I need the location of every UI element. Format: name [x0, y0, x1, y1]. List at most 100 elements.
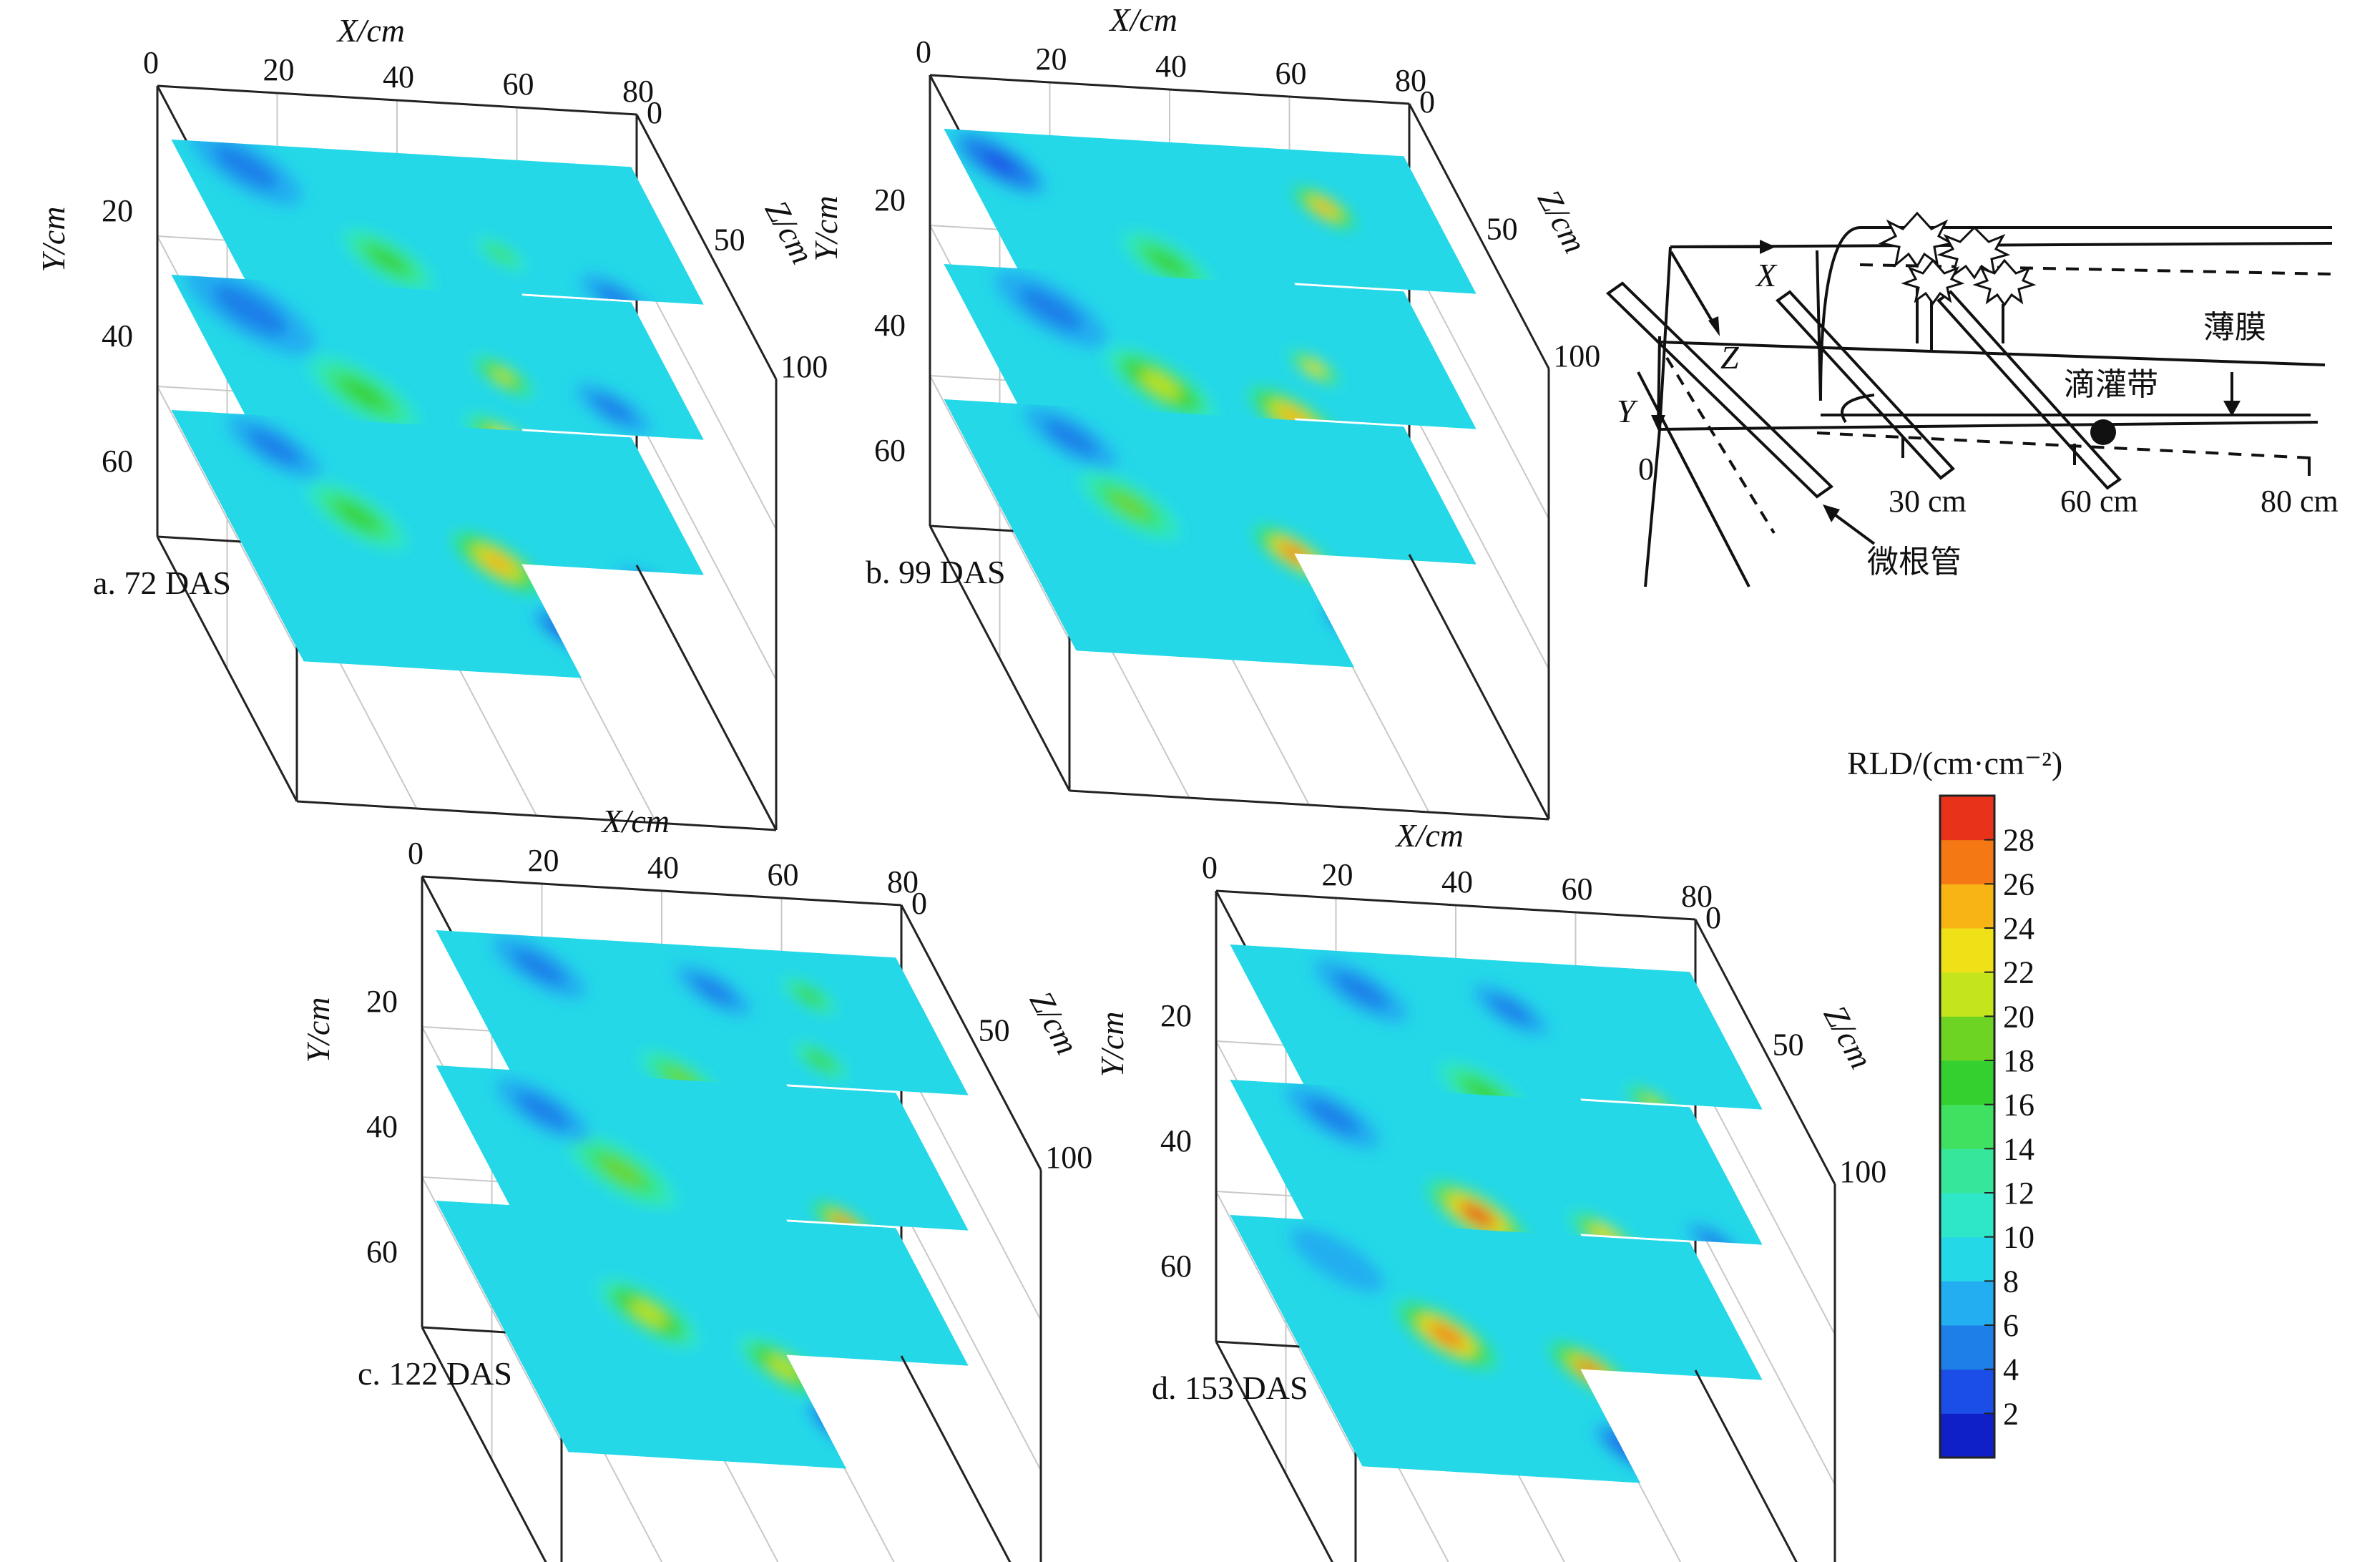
- rld-hotspot: [700, 981, 728, 1000]
- y-tick-label: 20: [102, 193, 133, 228]
- y-axis-title: Y/cm: [808, 196, 844, 262]
- rld-hotspot: [908, 1397, 960, 1433]
- z-tick-label: 50: [979, 1013, 1010, 1048]
- z-tick-label: 100: [1045, 1140, 1092, 1175]
- schematic-z-label: Z: [1720, 339, 1739, 376]
- box-edge: [1408, 554, 1550, 820]
- x-tick-label: 60: [1562, 872, 1593, 907]
- rld-hotspot: [1411, 576, 1444, 598]
- box-edge: [1408, 103, 1550, 369]
- x-tick-label: 80: [1395, 63, 1426, 98]
- x-tick-label: 20: [1322, 857, 1353, 892]
- rld-hotspot: [1695, 1398, 1747, 1434]
- rld-hotspot: [1312, 200, 1336, 216]
- box-edge: [929, 74, 1410, 105]
- heatmap-slice: [171, 409, 704, 678]
- rld-hotspot: [481, 551, 515, 575]
- y-tick-label: 60: [1160, 1249, 1192, 1284]
- colorbar-tick-label: 26: [2003, 867, 2034, 902]
- colorbar-swatch: [1940, 884, 1994, 929]
- rld-hotspot: [1688, 1393, 1754, 1439]
- colorbar-tick-label: 14: [2003, 1131, 2034, 1166]
- x-tick-label: 20: [1036, 42, 1067, 77]
- z-tick-label: 100: [1553, 338, 1600, 374]
- x-tick-label: 80: [887, 864, 919, 899]
- rld-hotspot: [1304, 361, 1325, 376]
- z-tick-label: 100: [1839, 1154, 1886, 1189]
- rld-hotspot: [767, 1356, 801, 1380]
- x-tick-label: 0: [916, 34, 931, 69]
- z-tick-label: 0: [1419, 84, 1435, 119]
- rld-hotspot: [632, 577, 670, 603]
- rld-hotspot: [1702, 1403, 1740, 1429]
- rld-hotspot: [1316, 1105, 1350, 1128]
- y-tick-label: 20: [1160, 998, 1192, 1033]
- rld-hotspot: [1111, 492, 1148, 518]
- colorbar-swatch: [1940, 1148, 1994, 1194]
- grid-line: [1409, 253, 1549, 519]
- rld-hotspot: [489, 245, 513, 263]
- colorbar-tick-label: 8: [2003, 1264, 2019, 1299]
- box-edge: [157, 84, 637, 116]
- distance-60-label: 60 cm: [2060, 484, 2138, 519]
- z-tick-label: 100: [780, 349, 828, 384]
- x-tick-label: 80: [1681, 879, 1713, 914]
- panel-front-edges: [1069, 368, 1550, 821]
- x-tick-label: 40: [1441, 864, 1473, 899]
- z-tick-label: 50: [1487, 212, 1518, 247]
- colorbar-tick-label: 28: [2003, 823, 2034, 858]
- rld-hotspot: [833, 1417, 863, 1438]
- colorbar-tick-label: 6: [2003, 1308, 2019, 1343]
- colorbar-swatch: [1940, 796, 1994, 841]
- grid-line: [1695, 1069, 1836, 1335]
- rld-hotspot: [599, 399, 627, 419]
- y-axis-title: Y/cm: [35, 207, 72, 273]
- film-label: 薄膜: [2203, 309, 2266, 346]
- colorbar-swatch: [1940, 1060, 1994, 1105]
- box-edge: [635, 114, 778, 380]
- panel-caption: b. 99 DAS: [866, 554, 1006, 590]
- heatmap-slice: [436, 1200, 969, 1469]
- z-axis-title: Z/cm: [1023, 985, 1086, 1060]
- z-tick-label: 0: [1705, 900, 1721, 935]
- colorbar-tick-label: 16: [2003, 1088, 2034, 1123]
- rld-hotspot: [1418, 580, 1439, 595]
- rld-hotspot: [1497, 1000, 1524, 1020]
- rld-hotspot: [1150, 250, 1185, 275]
- panel-front-edges: [900, 1170, 1042, 1562]
- box-edge: [421, 1327, 547, 1562]
- minirhizotron-tube-label: 微根管: [1867, 544, 1962, 580]
- grid-line: [901, 1205, 1042, 1471]
- panel-caption: a. 72 DAS: [93, 565, 231, 601]
- colorbar-swatch: [1940, 1016, 1994, 1061]
- x-tick-label: 0: [143, 45, 159, 80]
- rld-hotspot: [343, 380, 384, 408]
- colorbar-swatch: [1940, 1193, 1994, 1238]
- rld-hotspot: [1406, 572, 1450, 602]
- x-axis-title: X/cm: [1395, 817, 1464, 854]
- colorbar-frame: [1939, 794, 1996, 1459]
- colorbar-tick-label: 4: [2003, 1352, 2019, 1387]
- rld-hotspot: [1428, 1322, 1466, 1349]
- rld-hotspot: [1054, 426, 1088, 449]
- colorbar-swatch: [1940, 1369, 1994, 1414]
- rld-hotspot: [226, 294, 274, 326]
- y-tick-label: 60: [102, 444, 133, 479]
- y-tick-label: 40: [874, 308, 906, 343]
- rld-hotspot: [257, 435, 291, 459]
- box-edge: [1069, 789, 1549, 821]
- x-tick-label: 20: [528, 843, 559, 878]
- panel-caption: c. 122 DAS: [358, 1355, 512, 1392]
- y-axis-title: Y/cm: [300, 997, 336, 1063]
- rld-hotspot: [1031, 295, 1072, 323]
- slice-base: [944, 399, 1477, 668]
- x-tick-label: 20: [263, 52, 295, 87]
